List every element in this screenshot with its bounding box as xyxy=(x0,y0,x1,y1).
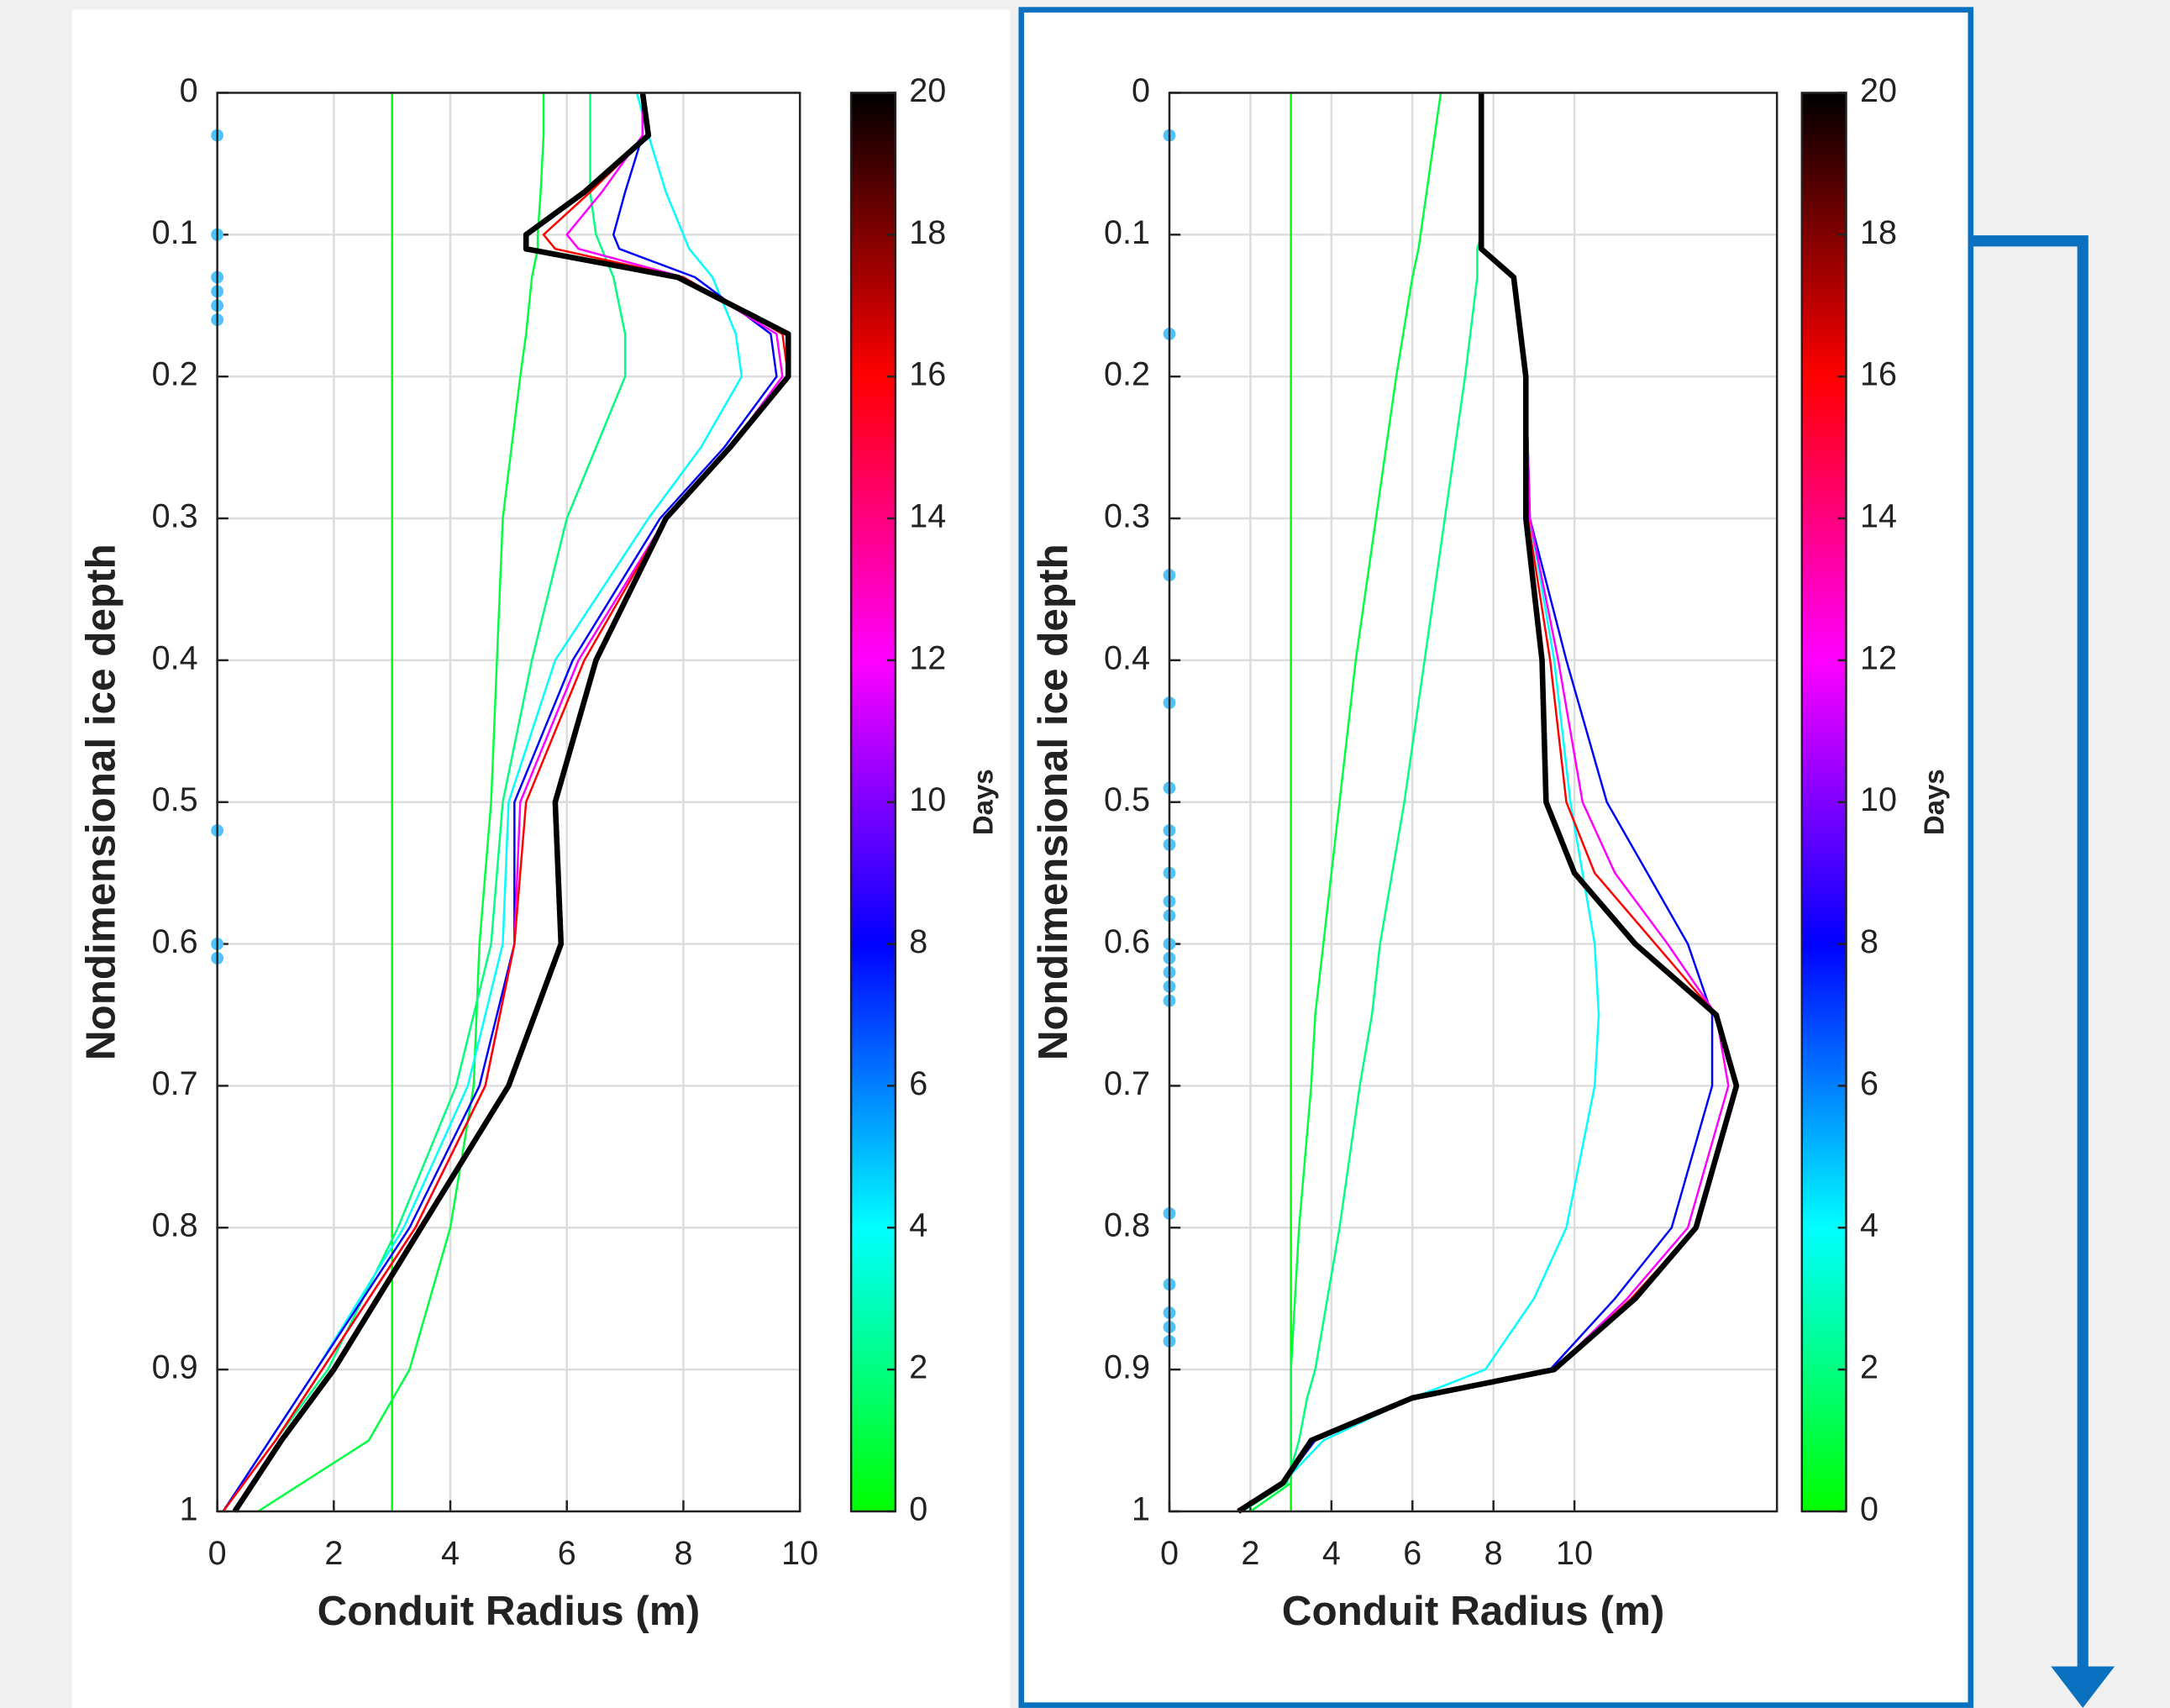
colorbar-tick-label: 2 xyxy=(909,1349,927,1386)
colorbar-tick-label: 20 xyxy=(1860,72,1897,109)
y-tick-label: 0.1 xyxy=(1104,214,1150,251)
plot-frame xyxy=(216,92,801,1513)
y-tick-label: 0.1 xyxy=(152,214,198,251)
colorbar-tick-label: 18 xyxy=(1860,214,1897,251)
colorbar-tick-label: 6 xyxy=(909,1065,927,1102)
y-tick-label: 0 xyxy=(180,72,198,109)
y-tick-label: 0.4 xyxy=(1104,639,1150,676)
x-tick-label: 6 xyxy=(1403,1535,1421,1572)
colorbar-tick-label: 16 xyxy=(1860,356,1897,393)
y-tick-label: 0.9 xyxy=(1104,1349,1150,1386)
x-tick-label: 4 xyxy=(441,1535,460,1572)
colorbar-tick-label: 10 xyxy=(1860,781,1897,818)
y-tick-label: 0.8 xyxy=(152,1207,198,1244)
x-tick-label: 0 xyxy=(208,1535,227,1572)
colorbar-tick-label: 20 xyxy=(909,72,946,109)
colorbar-tick-label: 12 xyxy=(1860,639,1897,676)
plot-frame xyxy=(1168,92,1779,1513)
colorbar-tick-label: 14 xyxy=(1860,497,1897,534)
x-tick-label: 10 xyxy=(781,1535,818,1572)
x-tick-label: 10 xyxy=(1556,1535,1593,1572)
x-axis-label: Conduit Radius (m) xyxy=(318,1588,701,1634)
y-tick-label: 0.3 xyxy=(1104,497,1150,534)
y-tick-label: 0 xyxy=(1132,72,1150,109)
profile-line xyxy=(222,92,627,1512)
y-tick-label: 0.3 xyxy=(152,497,198,534)
profile-line xyxy=(222,92,743,1512)
y-tick-label: 0.7 xyxy=(1104,1065,1150,1102)
x-tick-label: 4 xyxy=(1322,1535,1341,1572)
y-axis-label: Nondimensional ice depth xyxy=(78,544,124,1060)
colorbar-tick-label: 8 xyxy=(909,923,927,960)
y-tick-label: 0.4 xyxy=(152,639,198,676)
colorbar-tick-label: 4 xyxy=(909,1207,927,1244)
arrow-line xyxy=(1970,235,2089,1673)
y-tick-label: 0.2 xyxy=(1104,356,1150,393)
arrow-head xyxy=(2051,1666,2115,1708)
colorbar-tick-label: 12 xyxy=(909,639,946,676)
x-tick-label: 8 xyxy=(674,1535,692,1572)
colorbar-tick-label: 14 xyxy=(909,497,946,534)
colorbar-tick-label: 10 xyxy=(909,781,946,818)
colorbar-tick-label: 8 xyxy=(1860,923,1878,960)
y-tick-label: 0.6 xyxy=(152,923,198,960)
profile-line xyxy=(1237,92,1740,1514)
y-tick-label: 1 xyxy=(180,1490,198,1527)
colorbar-tick-label: 16 xyxy=(909,356,946,393)
x-tick-label: 8 xyxy=(1484,1535,1503,1572)
colorbar-tick-label: 6 xyxy=(1860,1065,1878,1102)
y-tick-label: 0.8 xyxy=(1104,1207,1150,1244)
profile-line xyxy=(1249,92,1442,1512)
x-tick-label: 0 xyxy=(1160,1535,1179,1572)
colorbar-tick-label: 0 xyxy=(1860,1490,1878,1527)
x-tick-label: 6 xyxy=(558,1535,576,1572)
colorbar-tick-label: 0 xyxy=(909,1490,927,1527)
y-tick-label: 0.7 xyxy=(152,1065,198,1102)
y-axis-label: Nondimensional ice depth xyxy=(1030,544,1076,1060)
x-tick-label: 2 xyxy=(1241,1535,1259,1572)
y-tick-label: 0.9 xyxy=(152,1349,198,1386)
x-tick-label: 2 xyxy=(324,1535,343,1572)
profile-line xyxy=(222,92,778,1512)
colorbar-label: Days xyxy=(1918,769,1949,835)
profile-line xyxy=(1242,92,1483,1513)
colorbar-tick-label: 4 xyxy=(1860,1207,1878,1244)
y-tick-label: 0.5 xyxy=(1104,781,1150,818)
profile-line xyxy=(232,92,791,1513)
y-tick-label: 0.5 xyxy=(152,781,198,818)
y-tick-label: 0.6 xyxy=(1104,923,1150,960)
colorbar-label: Days xyxy=(968,769,999,835)
colorbar-tick-label: 18 xyxy=(909,214,946,251)
colorbar-tick-label: 2 xyxy=(1860,1349,1878,1386)
x-axis-label: Conduit Radius (m) xyxy=(1282,1588,1665,1634)
y-tick-label: 0.2 xyxy=(152,356,198,393)
y-tick-label: 1 xyxy=(1132,1490,1150,1527)
